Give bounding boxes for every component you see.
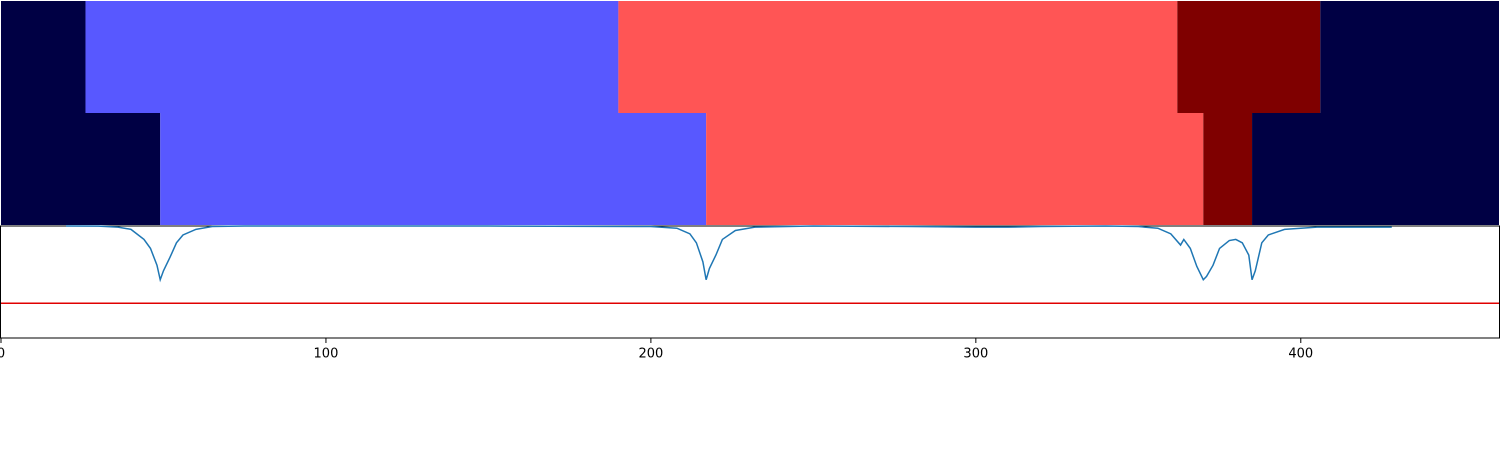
segment — [1252, 113, 1499, 225]
segment — [1203, 113, 1253, 225]
segment — [1177, 1, 1321, 113]
x-tick-label: 0 — [0, 347, 5, 362]
segment — [1, 1, 86, 113]
segment — [160, 113, 707, 225]
x-tick-label: 300 — [963, 347, 988, 362]
plot-frame — [0, 225, 1500, 339]
series-line — [65, 225, 1392, 283]
x-tick-label: 400 — [1288, 347, 1313, 362]
segment — [1, 113, 161, 225]
x-tick-label: 200 — [638, 347, 663, 362]
segment — [706, 113, 1204, 225]
segment — [85, 1, 619, 113]
segment — [618, 1, 1178, 113]
x-tick-label: 100 — [314, 347, 339, 362]
segment — [1320, 1, 1499, 113]
